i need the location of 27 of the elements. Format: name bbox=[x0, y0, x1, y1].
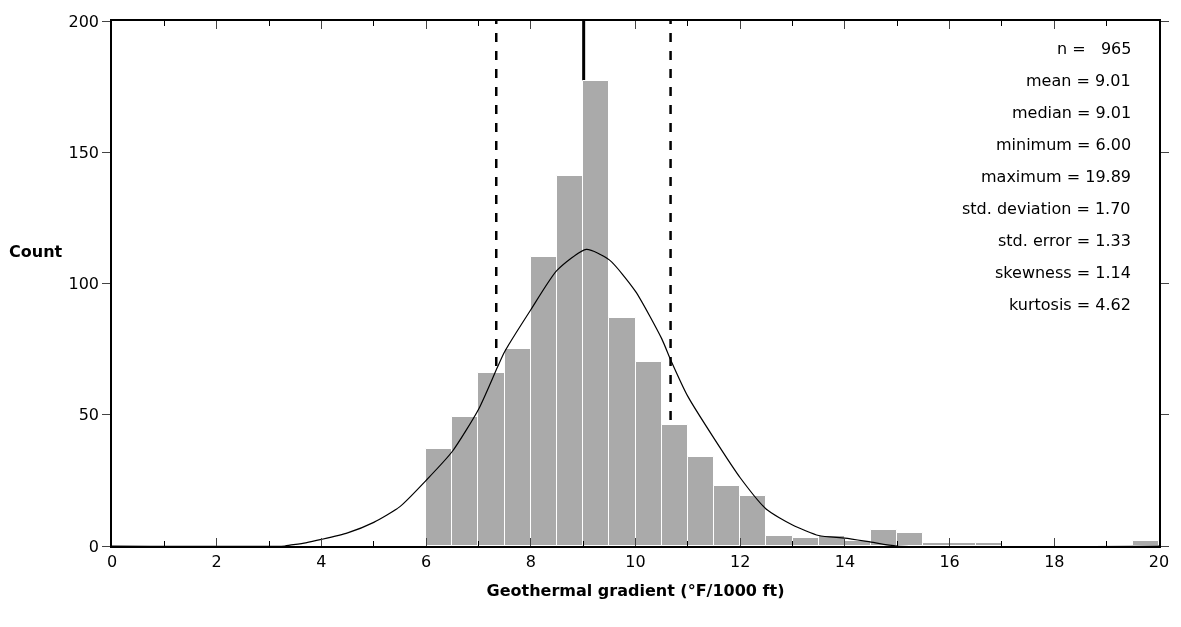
annotation: minimum = 6.00 bbox=[996, 135, 1132, 154]
x-tick-label: 2 bbox=[211, 551, 222, 571]
annotation: maximum = 19.89 bbox=[981, 167, 1131, 186]
annotation: std. deviation = 1.70 bbox=[962, 199, 1131, 218]
annotation: mean = 9.01 bbox=[1026, 71, 1131, 90]
x-tick-label: 10 bbox=[625, 551, 646, 571]
x-tick-label: 14 bbox=[834, 551, 856, 571]
annotation: skewness = 1.14 bbox=[995, 263, 1131, 282]
y-tick-label: 50 bbox=[78, 405, 100, 425]
x-tick-label: 4 bbox=[316, 551, 327, 571]
x-tick-label: 12 bbox=[730, 551, 751, 571]
y-tick-label: 150 bbox=[68, 142, 100, 162]
y-axis-title: Count bbox=[9, 242, 63, 261]
annotation: median = 9.01 bbox=[1012, 103, 1132, 122]
x-tick-label: 8 bbox=[525, 551, 536, 571]
x-tick-label: 20 bbox=[1148, 551, 1170, 571]
annotation: std. error = 1.33 bbox=[998, 231, 1131, 250]
x-tick-label: 18 bbox=[1044, 551, 1065, 571]
x-tick-label: 0 bbox=[106, 551, 118, 571]
x-tick-label: 6 bbox=[421, 551, 432, 571]
annotation: n = 965 bbox=[1057, 39, 1132, 58]
x-axis-title: Geothermal gradient (°F/1000 ft) bbox=[486, 581, 785, 601]
y-tick-label: 200 bbox=[68, 11, 100, 31]
x-tick-label: 16 bbox=[939, 551, 960, 571]
annotation: kurtosis = 4.62 bbox=[1009, 295, 1131, 314]
y-tick-label: 100 bbox=[68, 274, 100, 294]
y-tick-label: 0 bbox=[88, 536, 100, 556]
